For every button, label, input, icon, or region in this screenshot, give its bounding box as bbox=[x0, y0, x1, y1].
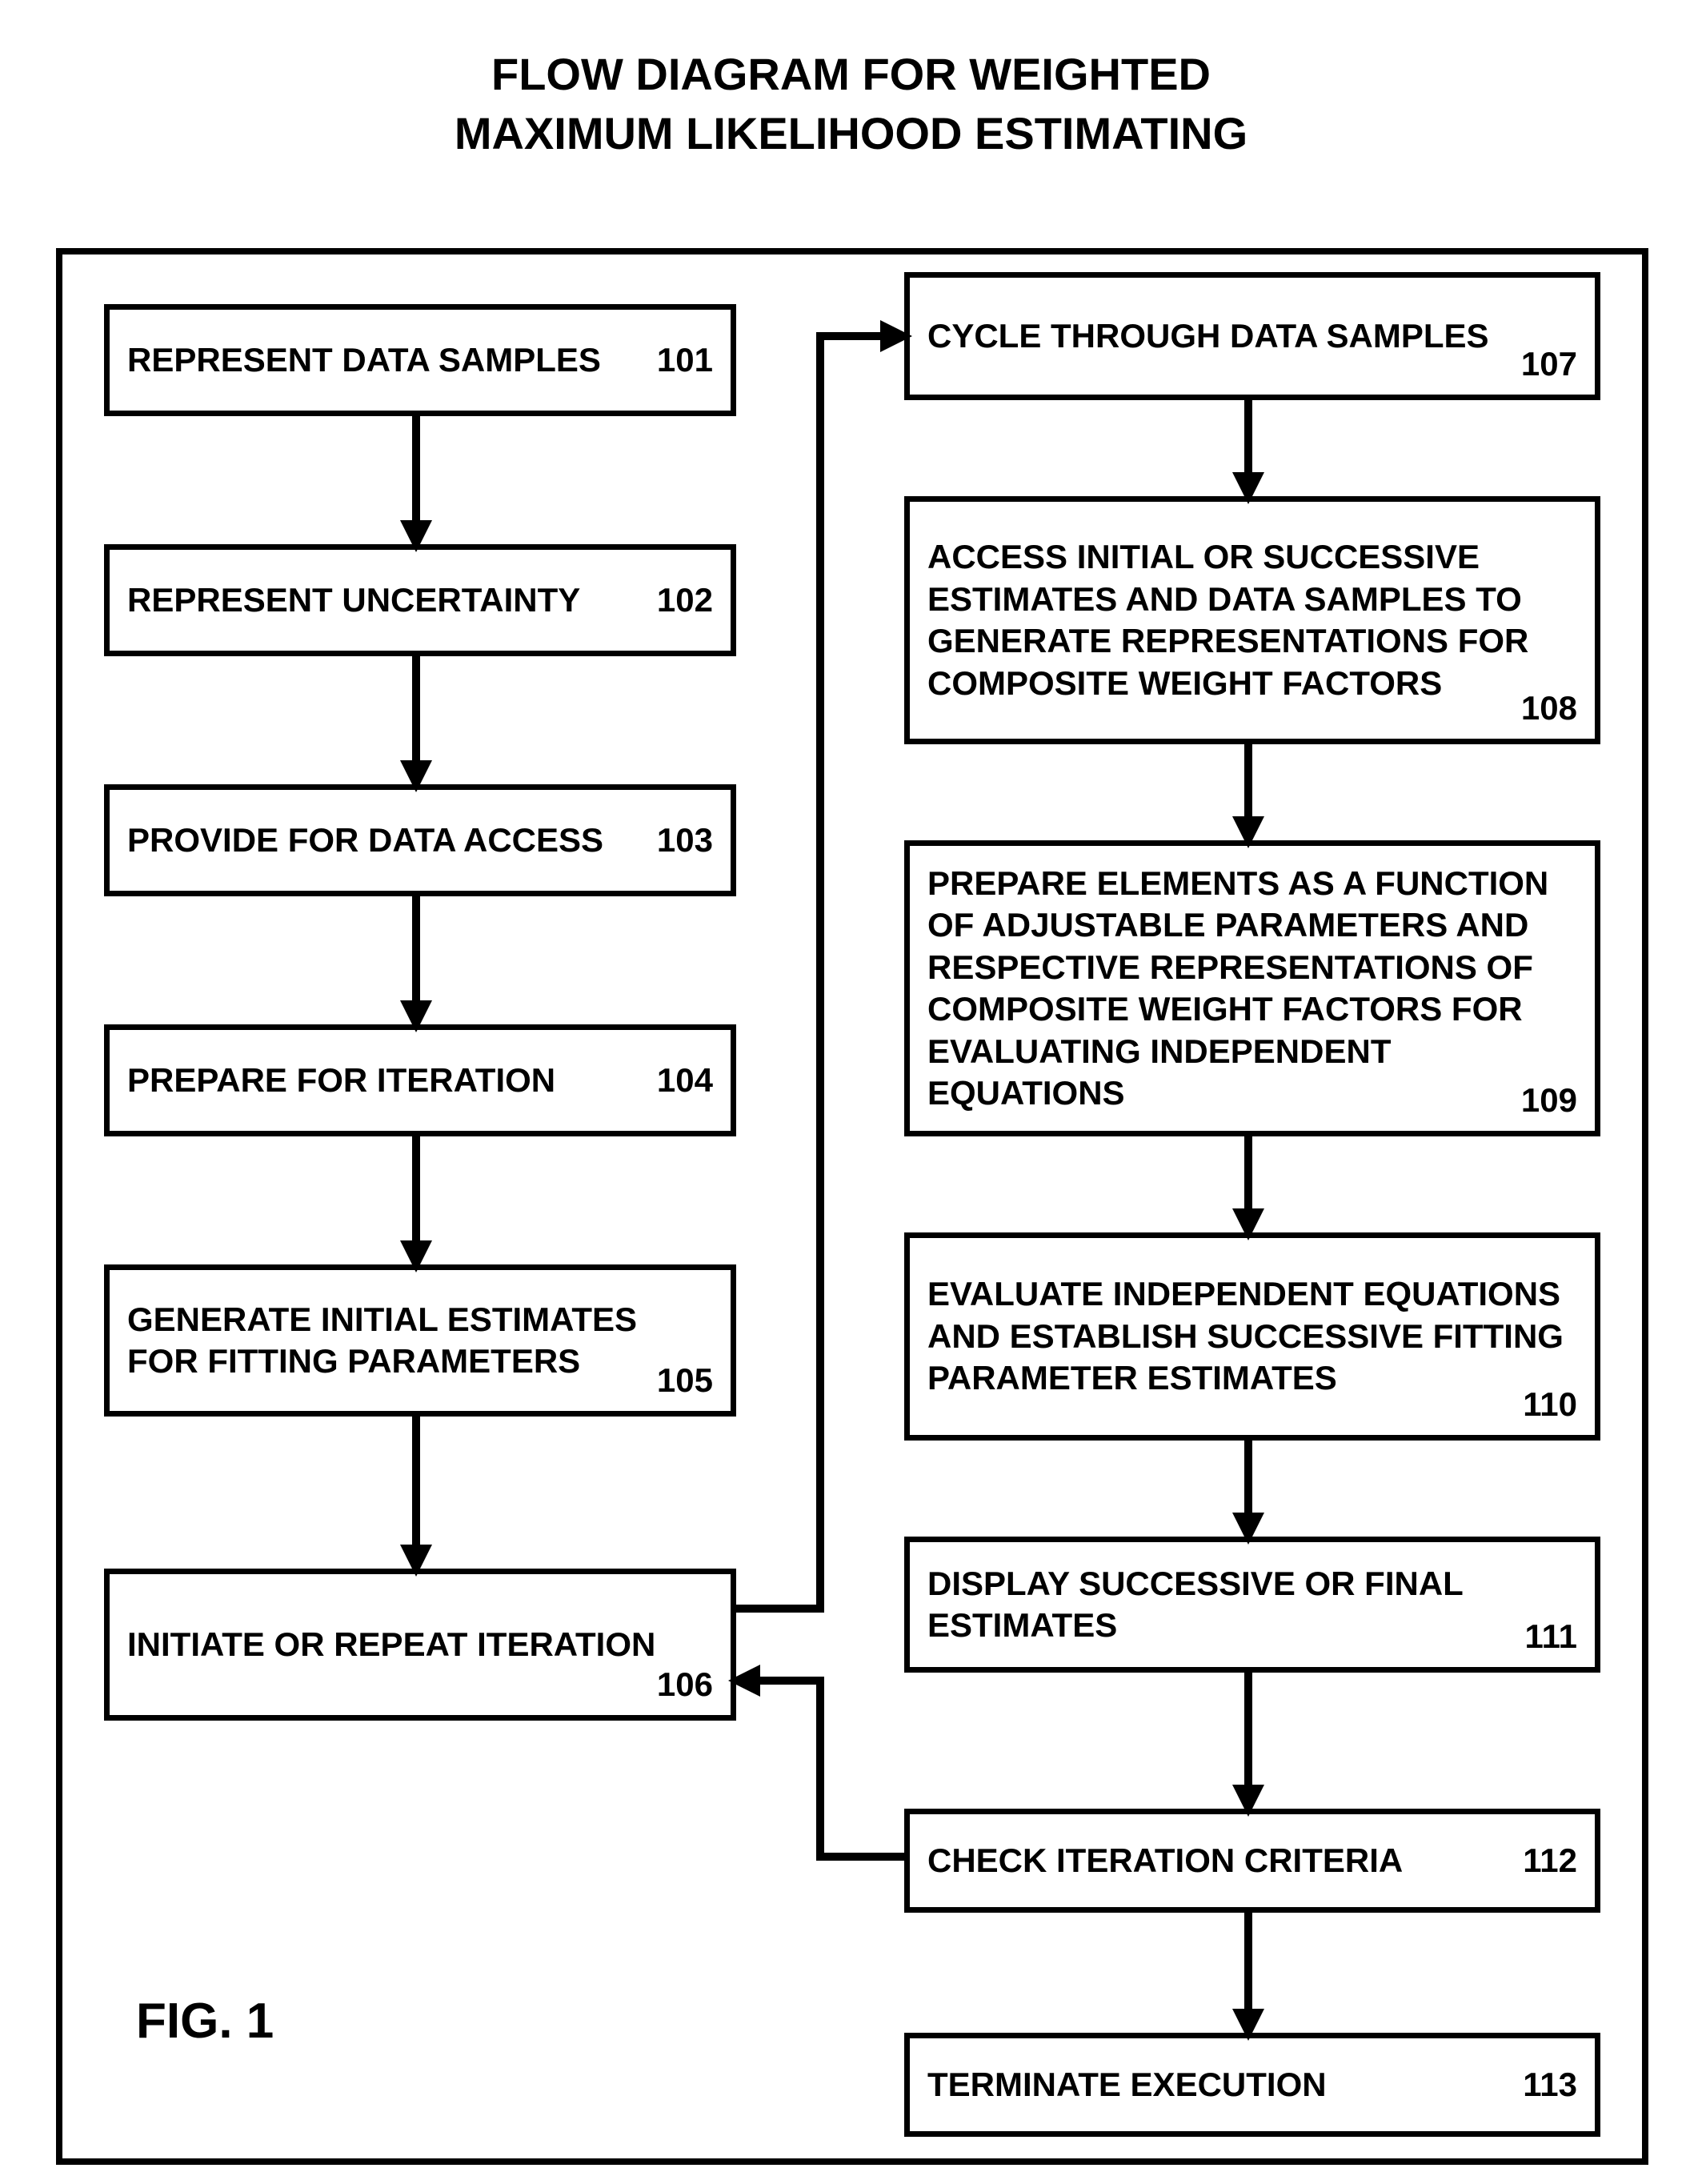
flow-node-105: GENERATE INITIAL ESTIMATES FOR FITTING P… bbox=[104, 1264, 736, 1417]
flow-node-text: DISPLAY SUCCESSIVE OR FINAL ESTIMATES bbox=[927, 1563, 1577, 1647]
flow-node-103: PROVIDE FOR DATA ACCESS103 bbox=[104, 784, 736, 896]
flow-node-text: PREPARE ELEMENTS AS A FUNCTION OF ADJUST… bbox=[927, 863, 1577, 1115]
flow-node-text: ACCESS INITIAL OR SUCCESSIVE ESTIMATES A… bbox=[927, 536, 1577, 704]
flow-node-text: CHECK ITERATION CRITERIA bbox=[927, 1840, 1577, 1882]
diagram-title-line1: FLOW DIAGRAM FOR WEIGHTED bbox=[0, 48, 1702, 100]
flow-node-111: DISPLAY SUCCESSIVE OR FINAL ESTIMATES111 bbox=[904, 1537, 1600, 1673]
flow-node-text: REPRESENT DATA SAMPLES bbox=[127, 339, 713, 382]
flow-node-number: 108 bbox=[1521, 689, 1577, 727]
flow-node-number: 109 bbox=[1521, 1081, 1577, 1120]
flow-node-text: TERMINATE EXECUTION bbox=[927, 2064, 1577, 2106]
flow-node-110: EVALUATE INDEPENDENT EQUATIONS AND ESTAB… bbox=[904, 1232, 1600, 1441]
flow-node-text: CYCLE THROUGH DATA SAMPLES bbox=[927, 315, 1577, 358]
flow-node-number: 101 bbox=[657, 341, 713, 379]
flow-node-number: 105 bbox=[657, 1361, 713, 1400]
flow-node-102: REPRESENT UNCERTAINTY102 bbox=[104, 544, 736, 656]
flow-node-113: TERMINATE EXECUTION113 bbox=[904, 2033, 1600, 2137]
flow-node-number: 113 bbox=[1523, 2066, 1577, 2104]
flow-node-109: PREPARE ELEMENTS AS A FUNCTION OF ADJUST… bbox=[904, 840, 1600, 1136]
diagram-title-line2: MAXIMUM LIKELIHOOD ESTIMATING bbox=[0, 107, 1702, 159]
flow-node-101: REPRESENT DATA SAMPLES101 bbox=[104, 304, 736, 416]
flow-node-106: INITIATE OR REPEAT ITERATION106 bbox=[104, 1569, 736, 1721]
flow-node-text: INITIATE OR REPEAT ITERATION bbox=[127, 1624, 713, 1666]
flow-node-text: PREPARE FOR ITERATION bbox=[127, 1060, 713, 1102]
flow-node-text: REPRESENT UNCERTAINTY bbox=[127, 579, 713, 622]
flow-node-number: 106 bbox=[657, 1665, 713, 1704]
flow-node-number: 110 bbox=[1523, 1385, 1577, 1424]
flow-node-104: PREPARE FOR ITERATION104 bbox=[104, 1024, 736, 1136]
flow-node-108: ACCESS INITIAL OR SUCCESSIVE ESTIMATES A… bbox=[904, 496, 1600, 744]
flow-node-112: CHECK ITERATION CRITERIA112 bbox=[904, 1809, 1600, 1913]
flow-node-text: GENERATE INITIAL ESTIMATES FOR FITTING P… bbox=[127, 1299, 713, 1383]
flow-node-number: 107 bbox=[1521, 345, 1577, 383]
flow-node-107: CYCLE THROUGH DATA SAMPLES107 bbox=[904, 272, 1600, 400]
flow-node-number: 102 bbox=[657, 581, 713, 619]
figure-label: FIG. 1 bbox=[136, 1993, 274, 2050]
flow-node-text: PROVIDE FOR DATA ACCESS bbox=[127, 820, 713, 862]
flow-node-number: 112 bbox=[1523, 1841, 1577, 1880]
flow-node-text: EVALUATE INDEPENDENT EQUATIONS AND ESTAB… bbox=[927, 1273, 1577, 1400]
flow-node-number: 111 bbox=[1525, 1617, 1577, 1656]
flow-node-number: 104 bbox=[657, 1061, 713, 1100]
flow-node-number: 103 bbox=[657, 821, 713, 860]
